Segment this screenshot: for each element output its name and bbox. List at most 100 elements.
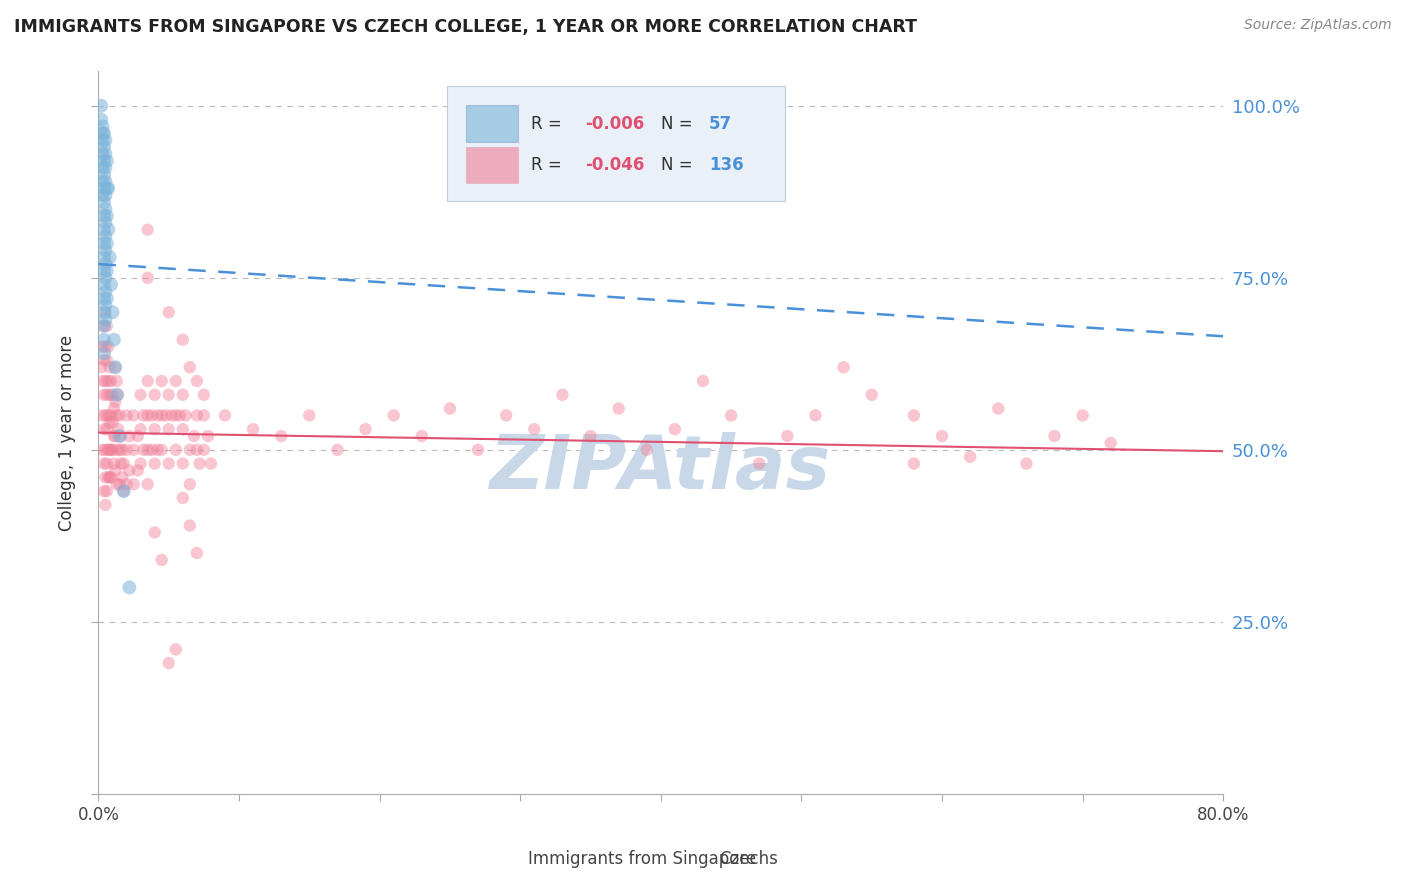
Point <box>122 477 145 491</box>
Y-axis label: College, 1 year or more: College, 1 year or more <box>58 334 76 531</box>
Point <box>115 442 138 457</box>
Point <box>1099 436 1122 450</box>
Point <box>93 346 115 360</box>
Point <box>551 388 574 402</box>
Point <box>179 442 201 457</box>
FancyBboxPatch shape <box>675 847 714 874</box>
Point <box>165 642 187 657</box>
Text: Czechs: Czechs <box>720 850 778 868</box>
Point <box>136 442 159 457</box>
Point <box>91 340 114 354</box>
Point <box>1043 429 1066 443</box>
Point <box>143 422 166 436</box>
Point <box>104 463 127 477</box>
Point <box>96 353 118 368</box>
Point <box>111 470 134 484</box>
Point <box>96 264 118 278</box>
Point <box>96 318 118 333</box>
Point <box>94 340 117 354</box>
Point <box>96 236 118 251</box>
Point <box>136 477 159 491</box>
Point <box>98 415 121 429</box>
Point <box>108 409 131 423</box>
Point <box>118 429 141 443</box>
Point <box>104 429 127 443</box>
Point <box>97 181 120 195</box>
Point <box>143 457 166 471</box>
Point <box>96 422 118 436</box>
Point <box>115 477 138 491</box>
Point <box>157 422 180 436</box>
Point <box>103 333 125 347</box>
Point <box>91 147 114 161</box>
Point <box>91 174 114 188</box>
Point <box>93 264 115 278</box>
Point <box>93 168 115 182</box>
Point <box>101 415 124 429</box>
Point <box>93 333 115 347</box>
Point <box>132 409 155 423</box>
Point <box>97 409 120 423</box>
Point <box>93 222 115 236</box>
Point <box>579 429 602 443</box>
Point <box>100 409 122 423</box>
Point <box>96 153 118 168</box>
Point <box>105 374 128 388</box>
Text: ZIPAtlas: ZIPAtlas <box>491 433 831 505</box>
Point <box>193 409 215 423</box>
Point <box>104 360 127 375</box>
Point <box>183 429 205 443</box>
Point <box>776 429 799 443</box>
Point <box>354 422 377 436</box>
FancyBboxPatch shape <box>467 105 517 142</box>
Point <box>94 409 117 423</box>
Point <box>104 360 127 375</box>
Point <box>91 126 114 140</box>
Point <box>96 292 118 306</box>
Point <box>90 360 112 375</box>
Point <box>103 457 125 471</box>
Point <box>91 188 114 202</box>
Point <box>523 422 546 436</box>
Point <box>105 442 128 457</box>
Text: N =: N = <box>661 115 697 133</box>
Point <box>136 374 159 388</box>
Point <box>108 429 131 443</box>
Point <box>157 388 180 402</box>
Point <box>270 429 292 443</box>
Point <box>150 442 173 457</box>
Point <box>97 470 120 484</box>
Point <box>118 581 141 595</box>
Point <box>112 484 135 499</box>
Point <box>146 442 169 457</box>
Point <box>93 140 115 154</box>
Point <box>97 340 120 354</box>
Point <box>96 388 118 402</box>
Point <box>100 374 122 388</box>
Point <box>94 312 117 326</box>
Point <box>115 409 138 423</box>
Point <box>94 147 117 161</box>
Point <box>101 442 124 457</box>
Point <box>94 216 117 230</box>
Point <box>93 126 115 140</box>
Point <box>94 305 117 319</box>
Point <box>93 422 115 436</box>
Point <box>959 450 981 464</box>
Point <box>169 409 191 423</box>
Point <box>141 409 163 423</box>
Point <box>129 457 152 471</box>
Point <box>94 229 117 244</box>
Point <box>136 270 159 285</box>
Point <box>94 174 117 188</box>
Point <box>439 401 461 416</box>
Point <box>188 457 211 471</box>
Point <box>127 429 149 443</box>
Point <box>96 181 118 195</box>
Point <box>93 292 115 306</box>
Point <box>127 463 149 477</box>
Point <box>110 429 132 443</box>
Point <box>108 442 131 457</box>
Point <box>94 270 117 285</box>
Point <box>100 277 122 292</box>
